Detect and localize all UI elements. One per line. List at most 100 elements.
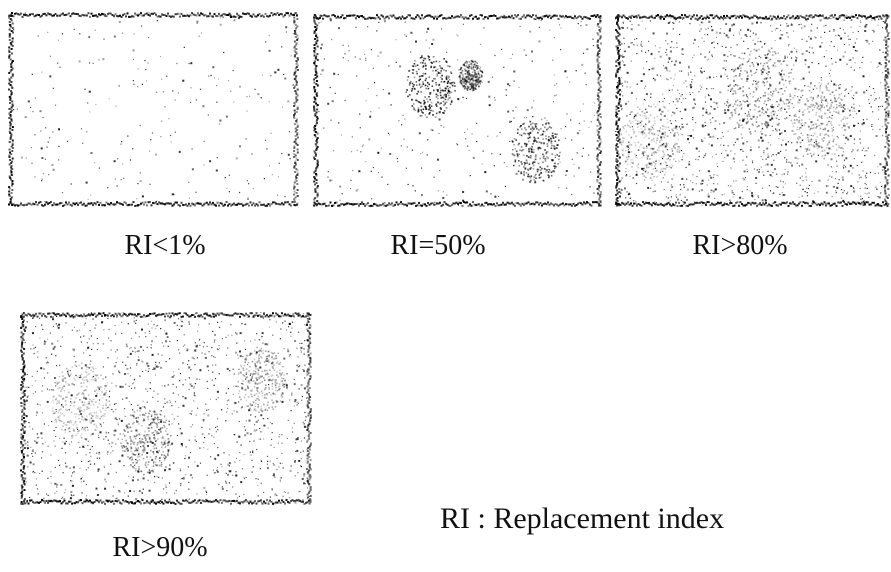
- speckle: [590, 186, 591, 187]
- speckle: [807, 195, 808, 196]
- speckle: [13, 29, 14, 30]
- speckle: [774, 51, 776, 53]
- speckle: [717, 138, 718, 139]
- speckle: [836, 101, 837, 102]
- speckle: [197, 12, 199, 14]
- speckle: [824, 32, 825, 33]
- speckle: [802, 95, 803, 96]
- speckle: [406, 205, 408, 207]
- speckle: [442, 89, 444, 91]
- speckle: [677, 90, 678, 91]
- speckle: [666, 196, 667, 197]
- speckle: [865, 24, 867, 26]
- speckle: [833, 146, 834, 147]
- speckle: [772, 20, 773, 21]
- speckle: [829, 73, 830, 74]
- speckle: [729, 117, 730, 118]
- speckle: [686, 179, 687, 180]
- speckle: [315, 136, 317, 138]
- speckle: [195, 192, 196, 193]
- speckle: [599, 53, 600, 54]
- speckle: [404, 18, 405, 19]
- speckle: [742, 138, 743, 139]
- speckle: [423, 58, 425, 60]
- speckle: [812, 47, 813, 48]
- speckle: [799, 109, 800, 110]
- speckle: [471, 64, 473, 66]
- speckle: [425, 68, 427, 70]
- speckle: [497, 136, 498, 137]
- speckle: [437, 159, 439, 161]
- speckle: [719, 91, 721, 93]
- speckle: [670, 190, 671, 191]
- speckle: [471, 68, 473, 70]
- speckle: [545, 158, 547, 160]
- speckle: [816, 126, 817, 127]
- speckle: [723, 15, 725, 17]
- speckle: [887, 72, 888, 73]
- speckle: [767, 108, 769, 110]
- speckle: [724, 103, 725, 104]
- speckle: [796, 57, 797, 58]
- speckle: [488, 81, 490, 83]
- speckle: [332, 100, 334, 102]
- speckle: [526, 143, 528, 145]
- speckle: [857, 165, 858, 166]
- speckle: [723, 54, 725, 56]
- speckle: [770, 94, 772, 96]
- speckle: [792, 123, 794, 125]
- speckle: [780, 99, 782, 101]
- speckle: [548, 128, 550, 130]
- speckle: [142, 195, 144, 197]
- speckle: [758, 49, 760, 51]
- speckle: [45, 159, 46, 160]
- speckle: [753, 64, 755, 66]
- speckle: [440, 102, 442, 104]
- speckle: [620, 193, 621, 194]
- speckle: [549, 126, 551, 128]
- speckle: [833, 127, 834, 128]
- speckle: [686, 199, 688, 201]
- speckle: [9, 51, 11, 53]
- speckle: [387, 16, 389, 18]
- speckle: [618, 47, 619, 48]
- speckle: [477, 65, 479, 67]
- speckle: [296, 122, 298, 124]
- speckle: [537, 169, 539, 171]
- speckle: [884, 109, 886, 111]
- speckle: [809, 72, 810, 73]
- speckle: [585, 73, 586, 74]
- speckle: [469, 150, 470, 151]
- speckle: [685, 110, 686, 111]
- speckle: [9, 156, 11, 158]
- speckle: [487, 136, 488, 137]
- speckle: [888, 38, 890, 40]
- speckle: [410, 51, 411, 52]
- speckle: [860, 130, 861, 131]
- speckle: [883, 21, 884, 22]
- speckle: [631, 28, 633, 30]
- speckle: [314, 52, 316, 54]
- speckle: [865, 175, 866, 176]
- speckle: [737, 201, 739, 203]
- speckle: [682, 124, 683, 125]
- speckle: [726, 34, 728, 36]
- speckle: [618, 110, 620, 112]
- speckle: [556, 134, 558, 136]
- speckle: [389, 134, 390, 135]
- speckle: [600, 91, 602, 93]
- speckle: [133, 80, 134, 81]
- speckle: [738, 89, 739, 90]
- speckle: [372, 205, 374, 207]
- speckle: [679, 21, 680, 22]
- speckle: [321, 21, 322, 22]
- speckle: [769, 88, 770, 89]
- speckle: [740, 149, 741, 150]
- speckle: [621, 180, 622, 181]
- speckle: [420, 62, 422, 64]
- speckle: [570, 119, 571, 120]
- speckle: [190, 87, 191, 88]
- speckle: [293, 194, 295, 196]
- speckle: [878, 119, 879, 120]
- speckle: [767, 164, 769, 166]
